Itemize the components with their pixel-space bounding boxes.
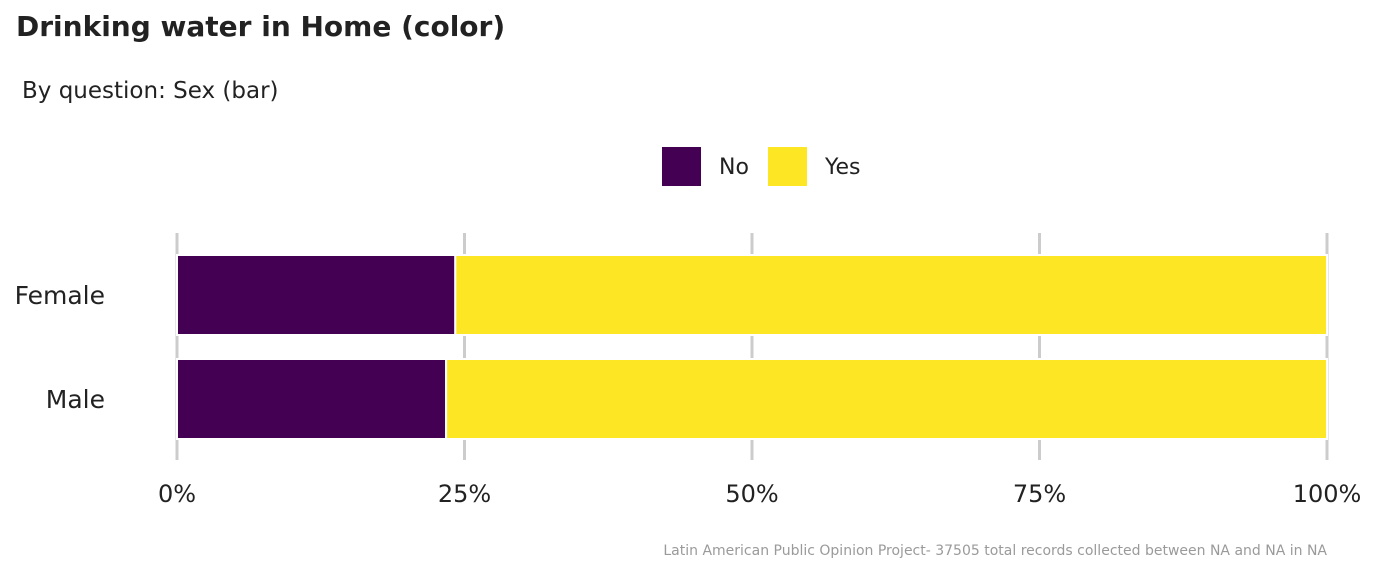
legend-label-yes: Yes (824, 155, 861, 180)
bars (176, 254, 1329, 440)
legend-swatch-no (662, 147, 701, 186)
x-axis-ticks: 0% 25% 50% 75% 100% (158, 480, 1361, 508)
y-category-label: Male (46, 385, 105, 414)
x-tick-label: 50% (725, 480, 778, 508)
chart-title: Drinking water in Home (color) (16, 10, 506, 43)
legend-label-no: No (719, 155, 749, 180)
bar-yes-female (454, 254, 1328, 336)
chart-subtitle: By question: Sex (bar) (22, 78, 279, 104)
x-tick-label: 75% (1013, 480, 1066, 508)
legend-swatch-yes (768, 147, 807, 186)
bar-yes-male (445, 358, 1329, 440)
chart-caption: Latin American Public Opinion Project- 3… (663, 543, 1327, 559)
y-axis-labels: Female Male (15, 281, 105, 414)
x-tick-label: 100% (1293, 480, 1362, 508)
bar-no-female (176, 254, 457, 336)
bar-no-male (176, 358, 448, 440)
legend: No Yes (662, 147, 861, 186)
y-category-label: Female (15, 281, 105, 310)
x-tick-label: 25% (438, 480, 491, 508)
x-tick-label: 0% (158, 480, 196, 508)
